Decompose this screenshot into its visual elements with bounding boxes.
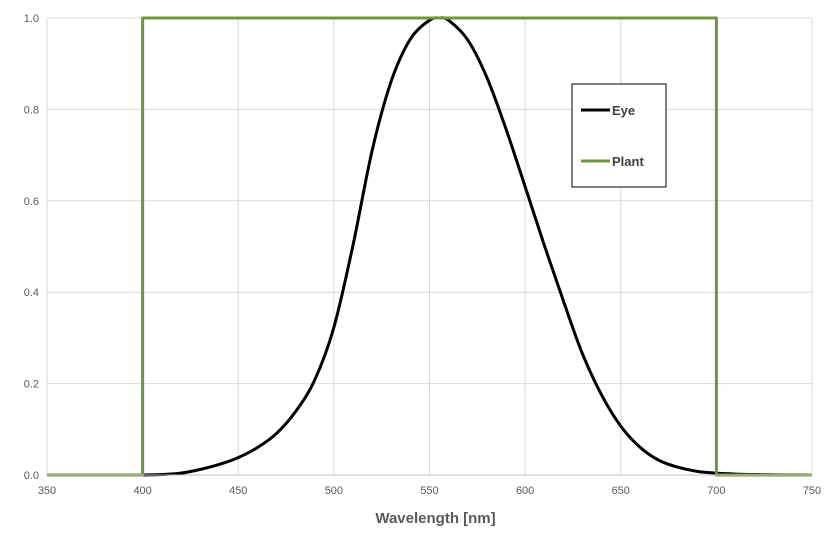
y-tick-label-0-2: 0.2 <box>24 379 39 391</box>
x-tick-label-400: 400 <box>133 485 151 497</box>
y-tick-label-1: 1.0 <box>24 13 39 25</box>
x-tick-label-450: 450 <box>229 485 247 497</box>
gridlines <box>46 17 813 476</box>
x-tick-label-650: 650 <box>612 485 630 497</box>
legend-label-eye: Eye <box>612 103 635 118</box>
legend-label-plant: Plant <box>612 154 644 169</box>
x-tick-label-550: 550 <box>420 485 438 497</box>
x-tick-label-500: 500 <box>325 485 343 497</box>
axes: 350 400 450 500 550 600 650 700 750 0.0 0.2 0.4 0.6 0… <box>24 13 821 527</box>
x-tick-label-750: 750 <box>803 485 821 497</box>
y-tick-label-0-4: 0.4 <box>24 287 39 299</box>
series-line-eye <box>142 16 813 477</box>
x-tick-label-600: 600 <box>516 485 534 497</box>
y-tick-label-0-8: 0.8 <box>24 104 39 116</box>
x-axis-title: Wavelength [nm] <box>375 510 495 527</box>
legend: Eye Plant <box>571 83 667 188</box>
y-tick-label-0: 0.0 <box>24 470 39 482</box>
x-tick-label-350: 350 <box>38 485 56 497</box>
legend-box <box>571 83 667 188</box>
y-tick-label-0-6: 0.6 <box>24 196 39 208</box>
x-tick-label-700: 700 <box>707 485 725 497</box>
